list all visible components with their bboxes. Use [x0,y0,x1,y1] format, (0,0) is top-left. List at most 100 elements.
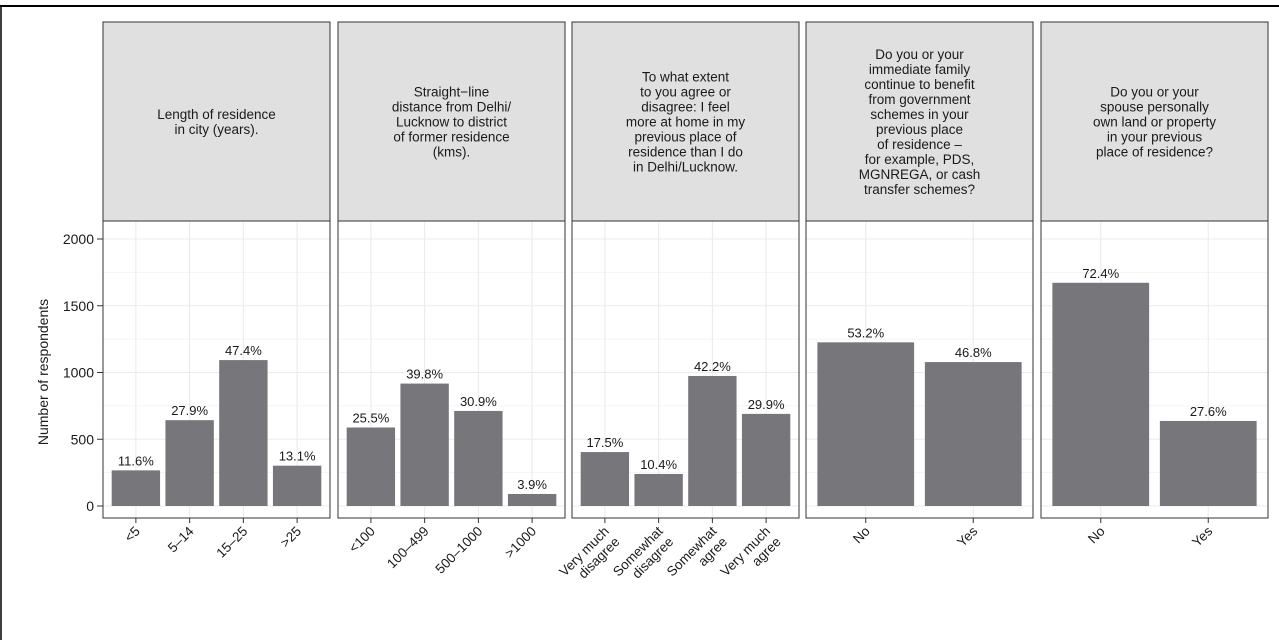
facet-title-line: To what extent [642,70,729,85]
bar-value-label: 29.9% [748,397,785,412]
y-tick-label: 500 [71,431,95,447]
facet-panel-2: Straight−line distance from Delhi/Lucknow… [337,21,566,577]
bar-value-label: 42.2% [694,359,731,374]
bar-value-label: 47.4% [225,343,262,358]
facet-title-line: immediate family [869,62,971,77]
bar-value-label: 25.5% [352,411,389,426]
facet-title-line: of residence – [877,137,962,152]
facet-panel-4: Do you or your immediate family continue t… [805,21,1034,550]
bar [165,420,214,506]
facet-title: Do you or your immediate family continue t… [859,47,981,197]
facet-strip [571,21,800,222]
bar-value-label: 17.5% [586,435,623,450]
facet-title-line: of former residence [393,130,509,145]
bar [688,375,737,506]
facet-panel-3: To what extent to you agree or disagree: I… [556,21,800,590]
panel-border [337,220,566,519]
x-tick-label: Very muchdisagree [556,524,622,590]
y-axis-title: Number of respondents [35,299,51,445]
facet-title-line: spouse personally [1100,100,1209,115]
bar-value-label: 3.9% [517,477,547,492]
bar-value-label: 13.1% [279,449,316,464]
bar-value-label: 39.8% [406,367,443,382]
facet-title-line: Do you or your [1110,85,1199,100]
facet-panel-1: Length of residence in city (years). 11.6%… [102,21,331,561]
bar [634,473,683,506]
facet-title-line: previous place [876,122,963,137]
facet-title-line: in city (years). [174,122,258,137]
y-tick-label: 1000 [63,365,94,381]
facet-title-line: distance from Delhi/ [392,100,512,115]
x-tick-label: Somewhatdisagree [610,523,676,589]
x-tick-label-line: >25 [277,524,304,551]
panel-border [805,220,1034,519]
x-tick-label: >25 [277,524,304,551]
bar-value-label: 53.2% [847,325,884,340]
facet-title: To what extent to you agree or disagree: I… [626,70,746,175]
facet-strip [805,21,1034,222]
x-tick-label: 15–25 [213,524,250,561]
x-tick-label: <5 [121,524,143,546]
facet-title: Do you or your spouse personally own land … [1093,85,1216,160]
bar-value-label: 46.8% [955,345,992,360]
bar [272,465,322,506]
y-tick-label: 1500 [63,298,94,314]
x-tick-label-line: 100–499 [384,524,432,572]
facet-title-line: own land or property [1093,115,1216,130]
bar [454,410,503,506]
facet-title-line: Do you or your [875,47,964,62]
bar [507,493,557,506]
facet-title-line: MGNREGA, or cash [859,167,981,182]
facet-title: Straight−line distance from Delhi/Lucknow… [392,85,512,160]
facet-title-line: schemes in your [870,107,969,122]
bar [111,470,161,506]
facet-title-line: for example, PDS, [865,152,975,167]
facet-title-line: residence than I do [628,145,743,160]
bar-value-label: 72.4% [1082,266,1119,281]
facet-title-line: to you agree or [640,85,731,100]
bar [1159,420,1257,506]
facet-title-line: previous place of [634,130,736,145]
x-tick-label-line: <5 [121,524,143,546]
x-tick-label-line: Yes [1189,523,1215,549]
bar-value-label: 11.6% [118,453,154,468]
bar [1052,282,1150,506]
bar [741,413,791,506]
x-tick-label: 5–14 [165,523,197,555]
facet-title-line: place of residence? [1096,145,1213,160]
x-tick-label-line: 15–25 [213,524,250,561]
x-tick-label: Somewhatagree [664,523,730,589]
bar-value-label: 30.9% [460,394,497,409]
bar [924,362,1022,506]
y-tick-label: 0 [86,498,94,514]
facet-title-line: in your previous [1107,130,1203,145]
facet-title: Length of residence in city (years). [157,107,276,137]
x-tick-label-line: No [1085,524,1108,547]
facet-title-line: disagree: I feel [641,100,730,115]
facet-title-line: (kms). [433,145,471,160]
bar-value-label: 27.9% [171,403,208,418]
bar-value-label: 27.6% [1190,404,1227,419]
x-tick-label-line: Yes [954,523,980,549]
facet-title-line: more at home in my [626,115,746,130]
facet-strip [337,21,566,222]
facet-title-line: from government [868,92,970,107]
panel-border [1040,220,1269,519]
x-tick-label: <100 [346,524,378,556]
facet-title-line: continue to benefit [864,77,975,92]
facet-title-line: Lucknow to district [396,115,507,130]
x-tick-label: 100–499 [384,524,432,572]
x-tick-label: Yes [1189,523,1215,549]
bar [219,360,268,506]
x-tick-label: Very muchagree [718,524,784,590]
x-tick-label: >1000 [502,524,539,561]
facet-title-line: transfer schemes? [864,182,975,197]
bar [580,452,630,506]
bar [346,427,396,506]
x-tick-label: No [850,524,873,547]
facet-panel-5: Do you or your spouse personally own land … [1040,21,1269,550]
x-tick-label: 500–1000 [432,524,485,577]
x-tick-label-line: <100 [346,524,378,556]
